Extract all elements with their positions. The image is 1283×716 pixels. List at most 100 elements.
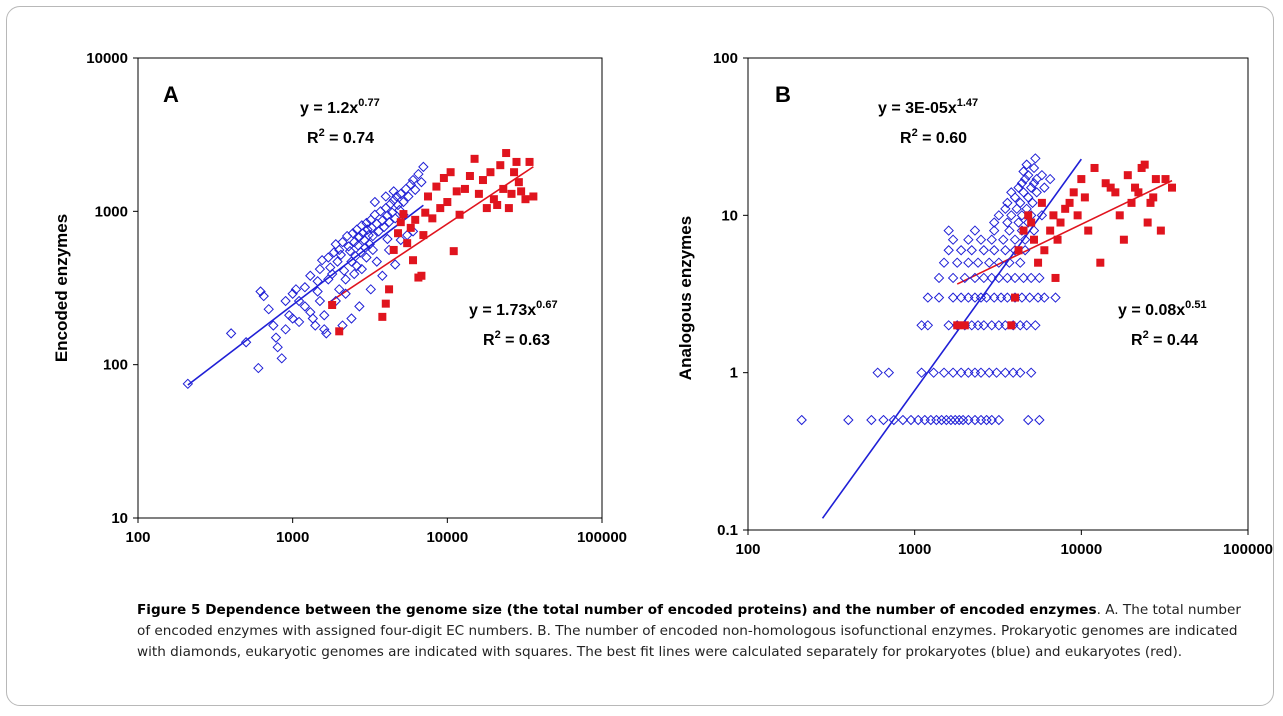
prokaryote-point: [360, 242, 371, 253]
prokaryote-point: [334, 244, 345, 256]
prokaryote-point: [1002, 197, 1013, 209]
prokaryote-point: [293, 295, 305, 307]
prokaryote-point: [1000, 367, 1011, 378]
r2-sup: 2: [319, 127, 325, 139]
prokaryote-point: [993, 272, 1005, 284]
prokaryote-point: [969, 272, 981, 284]
prokaryote-point: [182, 378, 194, 390]
prokaryote-point: [1019, 173, 1031, 185]
eukaryote-point: [1156, 226, 1165, 235]
prokaryote-point: [407, 174, 419, 186]
eukaryote-point: [478, 176, 487, 185]
prokaryote-point: [389, 259, 401, 270]
eukaryote-point: [496, 161, 505, 170]
prokaryote-point: [878, 414, 889, 426]
x-tick-label: 100000: [577, 529, 627, 546]
eukaryote-point: [1049, 211, 1058, 220]
prokaryote-point: [949, 414, 961, 426]
panel-a-points: [182, 149, 538, 390]
prokaryote-point: [1000, 245, 1011, 256]
eukaryote-point: [335, 327, 344, 336]
eukaryote-point: [411, 215, 420, 224]
r2-sup: 2: [495, 329, 501, 341]
prokaryote-point: [986, 234, 997, 245]
eukaryote-point: [529, 192, 538, 201]
prokaryote-point: [796, 414, 807, 426]
prokaryote-point: [280, 324, 291, 335]
eukaryote-point: [428, 214, 437, 223]
prokaryote-point: [1039, 292, 1050, 303]
prokaryote-point: [1009, 234, 1021, 245]
prokaryote-point: [332, 256, 343, 267]
prokaryote-point: [253, 362, 264, 374]
prokaryote-point: [941, 414, 952, 426]
prokaryote-point: [1028, 225, 1040, 236]
prokaryote-point: [398, 196, 409, 208]
prokaryote-point: [418, 161, 429, 173]
eukaryote-point: [1037, 198, 1046, 207]
y-tick-label: 100: [713, 50, 738, 67]
prokaryote-point: [356, 263, 368, 275]
r2-sup: 2: [912, 127, 918, 139]
prokaryote-point: [287, 288, 298, 299]
eukaryote-point: [396, 218, 405, 227]
prokaryote-point: [314, 263, 326, 275]
svg-text:y = 1.73x0.67: y = 1.73x0.67: [469, 299, 558, 319]
panel-a-ticks: 100 1000 10000 100000 10 100 1000 10000: [86, 50, 627, 546]
prokaryote-point: [975, 234, 987, 245]
x-tick-label: 100: [125, 529, 150, 546]
prokaryote-point: [346, 313, 357, 324]
panel-a-fit-lines: [187, 166, 534, 386]
prokaryote-point: [272, 341, 283, 353]
prokaryote-point: [1028, 162, 1040, 174]
r2-label: R: [307, 130, 319, 147]
prokaryote-point: [270, 332, 282, 343]
prokaryote-point: [395, 234, 406, 246]
svg-text:R2 = 0.63: R2 = 0.63: [483, 329, 550, 349]
prokaryote-point: [947, 292, 959, 303]
prokaryote-point: [323, 252, 334, 263]
fit-exponent: 1.47: [957, 97, 978, 109]
eukaryote-point: [328, 300, 337, 309]
eukaryote-point: [1019, 226, 1028, 235]
prokaryote-point: [1018, 272, 1029, 284]
panel-a-ylabel: Encoded enzymes: [52, 214, 71, 362]
prokaryote-point: [872, 367, 883, 378]
panel-b-points: [796, 153, 1177, 426]
prokaryote-point: [323, 274, 334, 285]
eukaryote-point: [378, 312, 387, 321]
x-tick-label: 10000: [426, 529, 468, 546]
prokaryote-point: [349, 268, 360, 280]
y-tick-label: 1: [730, 365, 738, 382]
prokaryote-point: [955, 292, 967, 303]
svg-text:y = 1.2x0.77: y = 1.2x0.77: [300, 97, 380, 117]
prokaryote-point: [354, 301, 365, 312]
prokaryote-point: [1021, 320, 1032, 331]
prokaryote-point: [351, 260, 363, 272]
prokaryote-point: [328, 247, 340, 258]
prokaryote-point: [276, 353, 287, 364]
eukaryote-point: [474, 189, 483, 198]
fit-equation: y = 1.73x: [469, 302, 536, 319]
eukaryote-point: [960, 321, 969, 330]
panel-a-letter: A: [163, 82, 179, 107]
prokaryote-point: [357, 228, 369, 239]
prokaryote-point: [952, 257, 963, 268]
prokaryote-point: [1018, 166, 1029, 177]
eukaryote-point: [455, 210, 464, 219]
prokaryote-point: [936, 414, 947, 426]
prokaryote-point: [1002, 217, 1013, 228]
eukaryote-point: [1046, 226, 1055, 235]
prokaryote-point: [1007, 367, 1019, 378]
prokaryote-point: [268, 320, 279, 331]
prokaryote-point: [986, 272, 997, 284]
prokaryote-point: [367, 244, 379, 256]
prokaryote-point: [988, 217, 1000, 228]
prokaryote-point: [1036, 169, 1048, 181]
figure-plots: A Encoded enzymes 100 1000 10000 1000001010…: [52, 50, 1273, 558]
eukaryote-point: [421, 208, 430, 217]
prokaryote-point: [258, 290, 269, 302]
prokaryote-point: [293, 316, 305, 328]
prokaryote-point: [1030, 153, 1041, 164]
eukaryote-point: [419, 231, 428, 240]
